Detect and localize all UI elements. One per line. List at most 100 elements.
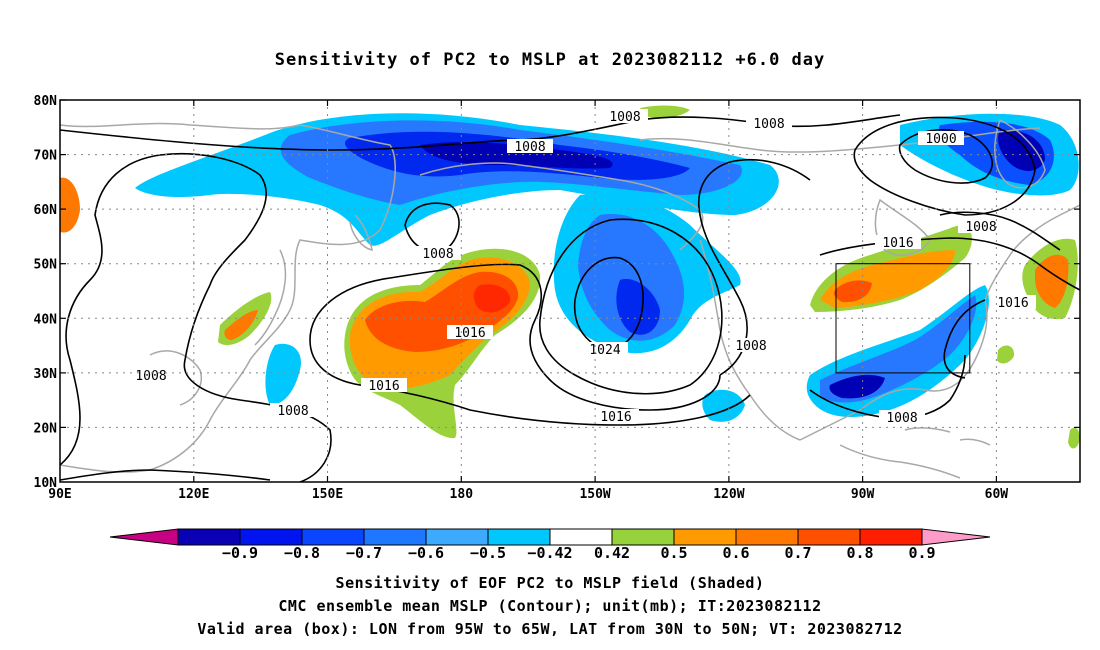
negative-region-arctic-darkest [420,142,613,169]
lon-label: 120W [713,487,744,502]
svg-text:1008: 1008 [514,140,545,155]
svg-text:1008: 1008 [753,117,784,132]
colorbar-swatch [797,528,861,546]
chart-title: Sensitivity of PC2 to MSLP at 2023082112… [274,50,826,70]
svg-text:1008: 1008 [277,404,308,419]
coastline-caribbean-islands [904,427,991,446]
map-frame [59,99,1081,483]
colorbar-swatch [363,528,427,546]
lat-label: 70N [34,149,58,164]
svg-text:1008: 1008 [965,220,996,235]
svg-text:1008: 1008 [609,110,640,125]
colorbar-swatch [735,528,799,546]
contour-1024 [573,256,644,350]
lat-label: 50N [34,258,58,273]
lon-label: 180 [450,487,474,502]
longitude-labels: 90E 120E 150E 180 150W 120W 90W 60W [48,487,1008,502]
contour-1016-around-high [538,218,723,395]
svg-text:1008: 1008 [735,339,766,354]
colorbar-swatch [859,528,923,546]
colorbar-label: 0.5 [660,544,687,562]
contour-label: 1008 [728,338,774,354]
svg-text:1016: 1016 [997,296,1028,311]
contour-1016-ring [309,263,721,411]
lat-label: 20N [34,421,58,436]
lon-label: 60W [985,487,1009,502]
colorbar-label: −0.7 [346,544,382,562]
contour-1008-siberia-ring [60,152,267,466]
colorbar-label: 0.8 [846,544,873,562]
colorbar-swatch [673,528,737,546]
colorbar-label: 0.6 [722,544,749,562]
lat-label: 30N [34,367,58,382]
positive-region-central-pacific-max [473,284,511,313]
contour-label: 1016 [875,235,921,251]
colorbar-swatch [239,528,303,546]
colorbar-swatch [611,528,675,546]
contour-1016-pacific-high [309,339,751,426]
lon-label: 120E [178,487,209,502]
colorbar-label: −0.9 [222,544,258,562]
lat-label: 80N [34,94,58,109]
contour-1016-north-america [819,237,1080,291]
contour-label: 1016 [361,378,407,394]
positive-patch-bermuda [997,345,1015,364]
contour-label: 1008 [507,139,553,155]
colorbar-swatch [177,528,241,546]
coastline-japan [254,249,287,346]
footer-line-1: Sensitivity of EOF PC2 to MSLP field (Sh… [335,574,765,592]
colorbar-low-end [109,528,179,546]
svg-text:1008: 1008 [886,411,917,426]
colorbar-label: −0.6 [408,544,444,562]
lat-label: 10N [34,476,58,491]
colorbar-label: −0.42 [527,544,572,562]
contour-1008-eastern-pacific [698,158,811,376]
colorbar-swatch [425,528,489,546]
contour-label: 1008 [415,246,461,262]
coastline-asia [60,122,396,473]
contour-south-china [60,469,271,481]
coastline-china-bays [149,350,202,406]
contour-label: 1016 [447,325,493,341]
contour-1008-labrador [939,211,1061,251]
positive-patch-siberia [60,177,80,233]
svg-text:1016: 1016 [454,326,485,341]
contour-label: 1024 [582,342,628,358]
svg-text:1024: 1024 [589,343,620,358]
svg-text:1016: 1016 [600,410,631,425]
contour-1008-outer-low [853,116,1036,216]
valid-area-box [835,263,971,374]
colorbar: −0.9 −0.8 −0.7 −0.6 −0.5 −0.42 0.42 0.5 0.6 0.7 0.… [109,528,991,562]
gridlines [60,100,1080,482]
lat-label: 40N [34,312,58,327]
coastline-hudson-bay [874,198,931,256]
contour-label: 1008 [746,116,792,132]
contour-label: 1000 [918,131,964,147]
colorbar-label: 0.42 [594,544,630,562]
positive-patch-alaska [640,105,690,118]
latitude-labels: 80N 70N 60N 50N 40N 30N 20N 10N [34,94,58,491]
coastline-central-america [839,444,961,479]
colorbar-swatch [487,528,551,546]
colorbar-swatch [549,528,613,546]
coastline-alaska [419,162,704,251]
svg-text:1016: 1016 [368,379,399,394]
contour-label: 1016 [990,295,1036,311]
contour-label: 1008 [270,403,316,419]
svg-text:1000: 1000 [925,132,956,147]
coastline-arctic-canada [639,127,1041,153]
contour-label: 1016 [593,409,639,425]
lon-label: 90W [851,487,875,502]
negative-region-gulf-darkest [829,374,885,399]
lon-label: 150W [579,487,610,502]
colorbar-swatch [301,528,365,546]
colorbar-label: −0.5 [470,544,506,562]
contour-labels: 1008 1008 1008 1000 1008 1008 1016 1016 … [128,109,1036,426]
contour-1008-east-asia-trough [183,284,332,482]
coastline-west-north-america [699,239,801,441]
colorbar-label: 0.7 [784,544,811,562]
coastlines [60,118,1080,479]
contour-label: 1008 [128,368,174,384]
coastline-gulf-mexico [799,299,988,441]
coastline-kamchatka [349,214,373,251]
